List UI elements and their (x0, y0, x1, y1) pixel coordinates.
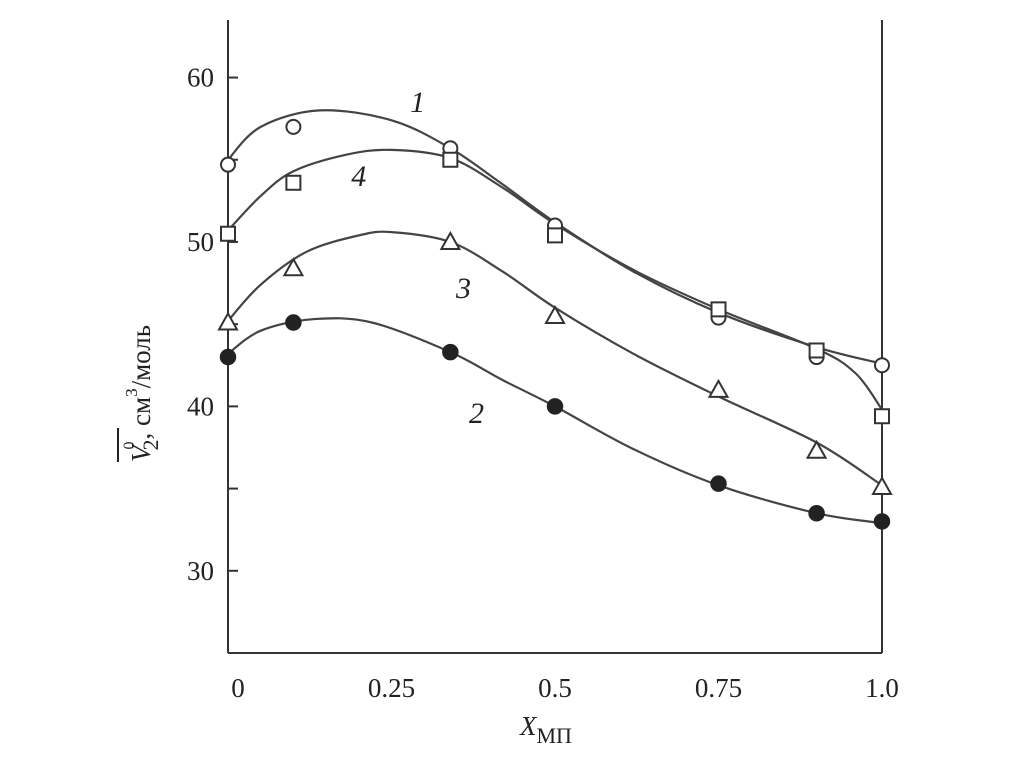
marker-series-1 (285, 118, 302, 135)
x-tick-label: 0.75 (695, 673, 742, 703)
markers (217, 118, 893, 530)
y-axis-title-unit-end: /моль (126, 325, 156, 389)
y-tick-label: 30 (187, 556, 214, 586)
x-tick-label: 0.5 (538, 673, 572, 703)
curve-labels: 1 4 3 2 (351, 86, 484, 430)
marker-series-1 (220, 156, 236, 173)
marker-series-4 (285, 174, 302, 191)
x-axis-title-main: X (519, 711, 538, 741)
y-axis-title-sub: 2 (138, 440, 163, 451)
marker-series-2 (873, 513, 891, 530)
y-tick-label: 50 (187, 227, 214, 257)
marker-series-3 (217, 311, 239, 331)
marker-series-3 (544, 304, 566, 324)
curve-1 (227, 109, 883, 365)
y-axis-title-rest: , см (126, 397, 156, 440)
marker-series-1 (874, 357, 890, 374)
x-tick-label: 0 (231, 673, 245, 703)
curve-4 (227, 148, 883, 411)
marker-series-4 (547, 227, 563, 244)
x-tick-label: 1.0 (865, 673, 899, 703)
curve-label-1: 1 (410, 86, 425, 119)
x-axis-title-sub: МП (537, 723, 573, 748)
marker-series-2 (219, 348, 237, 366)
marker-series-2 (710, 475, 727, 492)
curve-label-3: 3 (455, 272, 471, 305)
y-axis-title: V02, см3/моль (117, 325, 163, 462)
marker-series-2 (285, 314, 302, 331)
y-tick-label: 40 (187, 391, 214, 421)
svg-text:V02, см3/моль: V02, см3/моль (121, 325, 163, 462)
marker-series-2 (442, 343, 459, 361)
curve-3 (227, 230, 883, 487)
curve-label-2: 2 (469, 397, 484, 430)
marker-series-2 (808, 504, 825, 522)
marker-series-4 (874, 408, 890, 425)
marker-series-3 (282, 257, 305, 277)
y-axis-title-symbol: V (126, 442, 156, 462)
curve-2 (227, 317, 883, 525)
x-ticks: 0 0.25 0.5 0.75 1.0 (231, 673, 899, 703)
curve-label-4: 4 (351, 160, 366, 193)
y-axis-title-sup: 0 (121, 442, 138, 450)
marker-series-3 (707, 378, 730, 398)
marker-series-4 (220, 225, 236, 242)
marker-series-4 (442, 151, 459, 168)
marker-series-4 (710, 301, 727, 318)
marker-series-4 (808, 342, 825, 359)
y-ticks: 30 40 50 60 (187, 63, 238, 654)
marker-series-2 (546, 398, 564, 415)
x-axis-title: XМП (519, 711, 572, 748)
marker-series-3 (439, 230, 462, 250)
marker-series-3 (805, 439, 828, 459)
marker-series-3 (871, 475, 893, 495)
x-tick-label: 0.25 (368, 673, 415, 703)
y-axis-title-unit-sup: 3 (122, 388, 141, 397)
y-tick-label: 60 (187, 63, 214, 93)
